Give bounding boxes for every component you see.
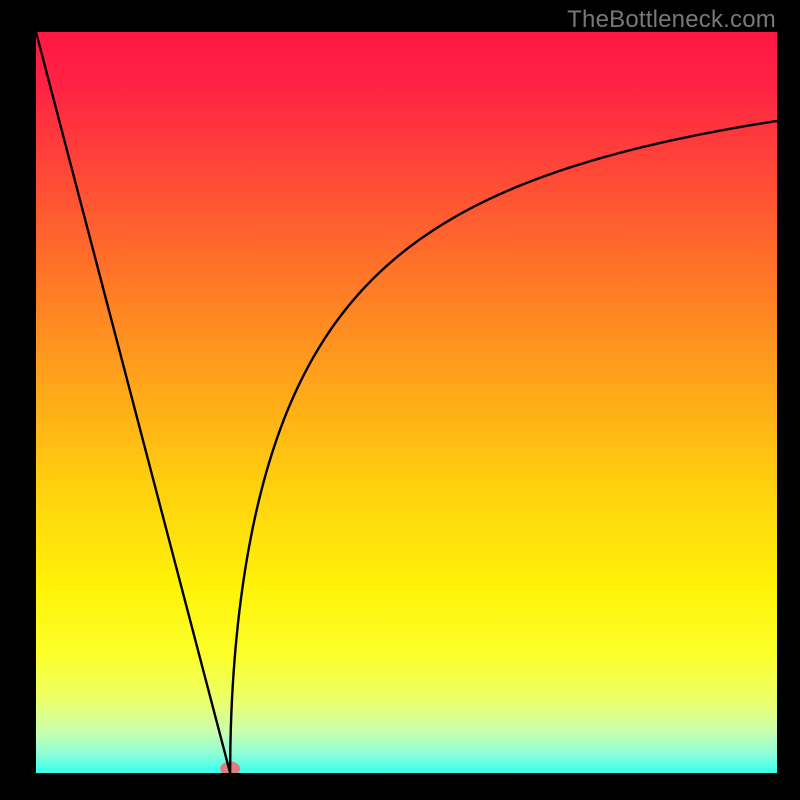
watermark-text: TheBottleneck.com [567, 6, 776, 34]
chart-frame: TheBottleneck.com [0, 0, 800, 800]
plot-background [36, 32, 777, 773]
bottleneck-chart [0, 0, 800, 800]
